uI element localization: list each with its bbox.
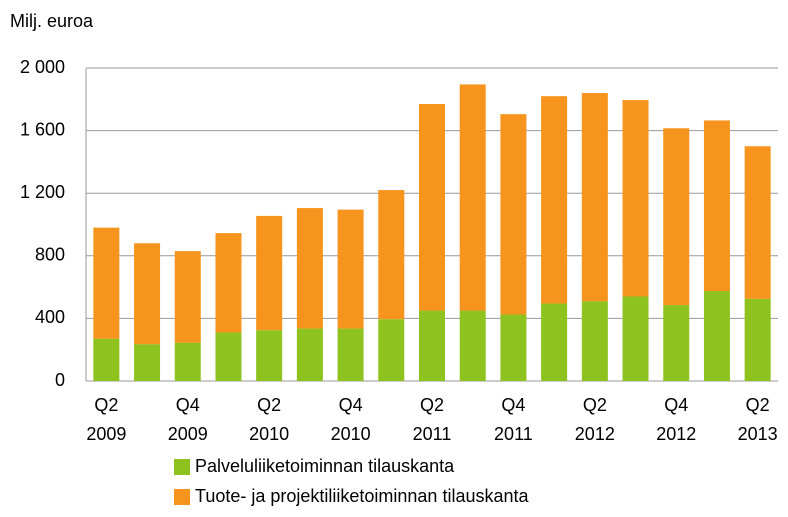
- bar: [174, 342, 201, 381]
- bar: [622, 296, 649, 381]
- bar: [703, 291, 730, 381]
- y-tick-label: 1 200: [20, 182, 65, 202]
- bar: [744, 298, 771, 381]
- bar: [134, 344, 161, 381]
- bar: [337, 209, 364, 329]
- x-tick-label: Q2: [583, 395, 607, 415]
- bar: [581, 301, 608, 381]
- legend-label: Tuote- ja projektiliiketoiminnan tilausk…: [195, 486, 529, 506]
- legend-swatch: [174, 489, 190, 505]
- bar: [541, 303, 568, 381]
- x-tick-label: 2009: [86, 424, 126, 444]
- bar: [93, 338, 120, 381]
- bar: [134, 243, 161, 345]
- bar: [296, 208, 323, 329]
- y-tick-label: 0: [55, 370, 65, 390]
- bar: [459, 310, 486, 381]
- bar: [378, 190, 405, 320]
- x-tick-label: 2013: [738, 424, 778, 444]
- bar: [581, 93, 608, 302]
- bar: [500, 314, 527, 381]
- x-tick-label: Q4: [664, 395, 688, 415]
- bar: [500, 114, 527, 315]
- y-tick-label: 1 600: [20, 119, 65, 139]
- bar: [622, 100, 649, 297]
- bar: [459, 84, 486, 311]
- bar: [378, 319, 405, 381]
- x-tick-label: 2011: [494, 424, 533, 444]
- y-tick-label: 400: [35, 307, 65, 327]
- bar: [541, 96, 568, 304]
- x-tick-label: Q2: [420, 395, 444, 415]
- y-tick-label: 2 000: [20, 57, 65, 77]
- bar: [419, 310, 445, 381]
- x-tick-label: Q2: [257, 395, 281, 415]
- bar: [215, 332, 242, 381]
- legend-swatch: [174, 459, 190, 475]
- bar: [174, 251, 201, 343]
- bar: [93, 227, 120, 339]
- x-tick-label: Q4: [176, 395, 200, 415]
- legend-label: Palveluliiketoiminnan tilauskanta: [195, 456, 455, 476]
- x-tick-label: Q4: [339, 395, 363, 415]
- bar: [337, 328, 364, 381]
- x-tick-label: 2010: [249, 424, 289, 444]
- x-tick-label: 2012: [575, 424, 615, 444]
- bar: [419, 103, 445, 311]
- y-tick-label: 800: [35, 245, 65, 265]
- x-tick-label: Q2: [94, 395, 118, 415]
- bar: [256, 330, 283, 381]
- x-tick-label: 2012: [656, 424, 696, 444]
- x-tick-label: 2011: [413, 424, 452, 444]
- bar: [215, 233, 242, 333]
- x-tick-label: 2009: [168, 424, 208, 444]
- x-tick-label: Q4: [501, 395, 525, 415]
- bar: [256, 215, 283, 331]
- bar: [703, 120, 730, 292]
- bar: [744, 146, 771, 299]
- bar: [663, 128, 690, 306]
- bar: [663, 305, 690, 381]
- x-tick-label: Q2: [746, 395, 770, 415]
- bar: [296, 328, 323, 381]
- x-tick-label: 2010: [331, 424, 371, 444]
- y-axis-label: Milj. euroa: [10, 11, 94, 31]
